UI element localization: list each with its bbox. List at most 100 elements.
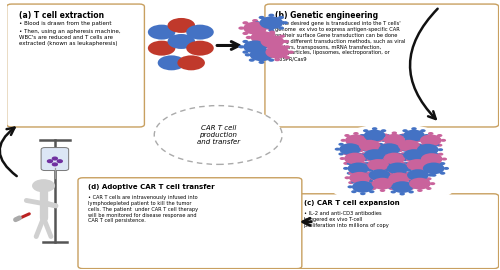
Circle shape [424,178,430,181]
FancyBboxPatch shape [294,194,498,269]
Circle shape [58,160,62,163]
Circle shape [344,176,350,179]
Circle shape [400,193,405,195]
Circle shape [382,152,388,155]
Circle shape [398,139,403,142]
Circle shape [402,149,408,152]
Circle shape [368,169,390,181]
Text: • CAR T cells are intravenously infused into
lymphodepleted patient to kill the : • CAR T cells are intravenously infused … [88,195,198,223]
Circle shape [260,43,266,46]
Circle shape [384,158,390,161]
Circle shape [353,146,358,149]
Circle shape [339,143,361,155]
Circle shape [344,153,366,164]
Circle shape [406,169,412,172]
Circle shape [381,149,386,152]
Circle shape [348,154,353,157]
Circle shape [412,185,418,189]
Ellipse shape [154,106,282,164]
Circle shape [364,174,370,177]
Circle shape [419,134,424,137]
Circle shape [272,53,278,56]
Circle shape [416,158,422,161]
Circle shape [416,143,422,146]
Circle shape [244,22,267,35]
Circle shape [380,144,385,147]
Circle shape [249,59,255,62]
Circle shape [420,158,426,161]
Circle shape [424,154,430,157]
Circle shape [364,162,370,165]
Circle shape [242,32,248,35]
Circle shape [382,167,388,170]
Circle shape [422,172,428,175]
Circle shape [260,28,266,32]
Circle shape [420,162,426,166]
Circle shape [358,139,364,142]
Circle shape [349,172,370,184]
Circle shape [363,129,368,132]
Text: • The desired gene is transduced into the T cells'
genome  ex vivo to express an: • The desired gene is transduced into th… [275,21,406,61]
Circle shape [367,137,372,140]
Circle shape [262,32,268,35]
Circle shape [262,21,268,25]
Circle shape [396,184,402,187]
Circle shape [424,169,430,172]
Circle shape [244,40,267,53]
Circle shape [417,175,422,178]
Circle shape [344,134,350,137]
Circle shape [415,139,421,142]
Circle shape [399,148,405,151]
Circle shape [345,134,367,146]
Circle shape [394,144,399,147]
Circle shape [252,34,258,37]
Circle shape [376,139,382,142]
Circle shape [426,177,432,180]
Circle shape [360,178,366,181]
Circle shape [364,172,370,175]
Circle shape [250,31,256,34]
Circle shape [388,182,393,185]
Circle shape [390,174,395,177]
Circle shape [378,143,400,155]
Circle shape [258,16,264,19]
Circle shape [269,41,275,44]
Circle shape [387,163,408,174]
Circle shape [420,149,426,152]
Circle shape [379,138,384,141]
Circle shape [334,148,340,151]
Circle shape [400,152,406,155]
Circle shape [356,153,362,156]
Circle shape [421,153,442,165]
Circle shape [370,176,376,179]
Circle shape [425,155,430,158]
Circle shape [260,45,266,48]
Circle shape [428,174,434,177]
Circle shape [416,139,421,142]
Circle shape [408,177,414,180]
Circle shape [406,158,411,161]
Circle shape [392,164,397,167]
Circle shape [364,149,386,161]
Circle shape [273,36,279,39]
FancyBboxPatch shape [78,178,302,269]
Circle shape [258,61,264,64]
Circle shape [266,46,289,59]
Circle shape [366,158,372,161]
Circle shape [238,45,244,48]
Circle shape [406,168,411,171]
Circle shape [406,182,411,185]
Circle shape [429,151,434,154]
Circle shape [420,134,442,146]
Circle shape [374,148,380,151]
Circle shape [242,40,248,43]
Circle shape [411,141,417,144]
Circle shape [252,19,258,22]
Circle shape [376,170,381,173]
Circle shape [388,173,410,184]
Circle shape [430,182,436,185]
Circle shape [381,158,386,161]
Circle shape [358,149,364,152]
Circle shape [348,171,354,174]
Circle shape [186,25,214,40]
